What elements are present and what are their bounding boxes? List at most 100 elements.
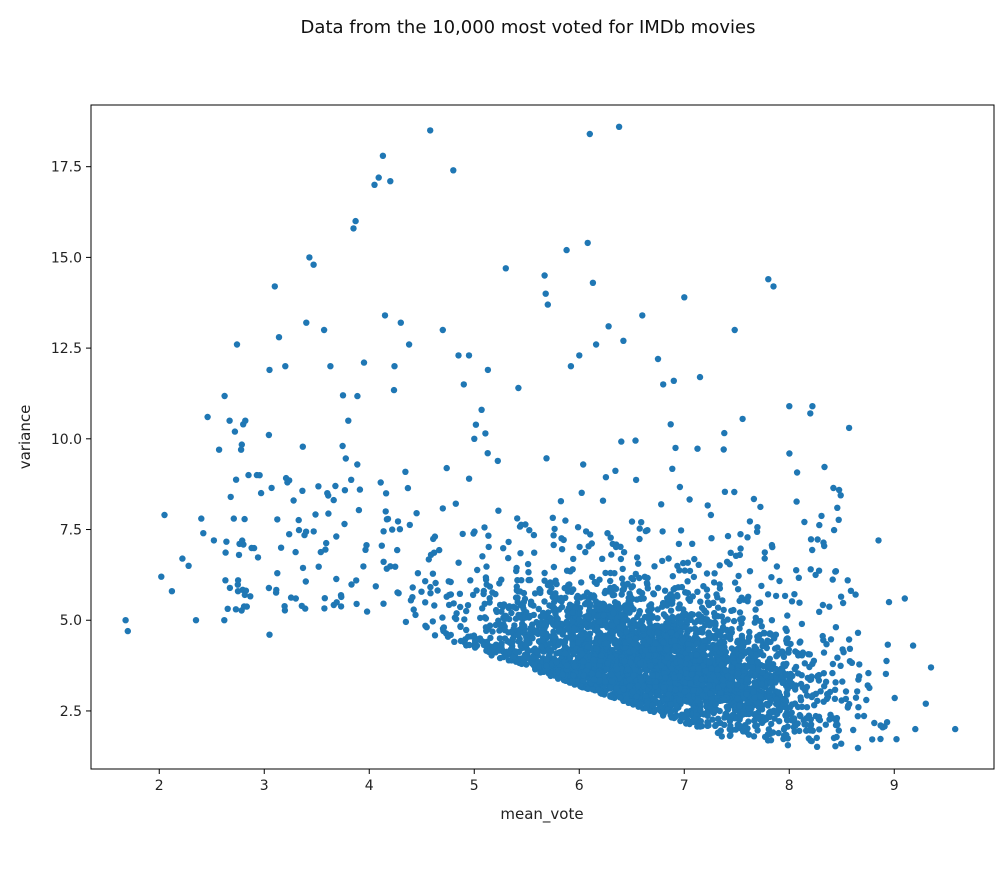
scatter-point [410,606,417,613]
scatter-point [540,613,547,620]
scatter-point [768,541,776,549]
scatter-point [694,445,701,452]
scatter-point [752,606,759,613]
scatter-point [750,733,758,740]
scatter-point [450,167,457,174]
scatter-point [754,633,761,640]
scatter-point [333,533,340,540]
scatter-point [750,495,758,503]
scatter-point [636,574,643,582]
x-tick-label: 7 [680,778,689,794]
scatter-point [565,581,572,589]
scatter-point [667,709,674,716]
scatter-point [569,566,576,573]
scatter-point [221,617,228,624]
scatter-point [840,649,847,656]
scatter-point [773,653,780,660]
scatter-point [496,580,503,587]
scatter-point [776,718,783,725]
y-axis-label: variance [16,405,34,470]
scatter-point [669,573,676,580]
scatter-point [378,542,385,549]
scatter-point [479,553,486,560]
scatter-point [745,705,753,712]
scatter-point [382,508,389,515]
scatter-point [663,632,670,640]
scatter-point [680,559,687,567]
scatter-point [363,542,370,549]
scatter-point [845,702,852,709]
scatter-point [774,676,781,684]
scatter-point [815,713,823,720]
scatter-point [786,403,793,410]
scatter-point [548,618,555,625]
scatter-point [834,721,841,728]
scatter-point [485,532,492,539]
scatter-point [518,577,525,584]
scatter-point [834,504,841,511]
scatter-point [912,725,919,733]
scatter-point [604,660,611,667]
scatter-point [754,727,761,734]
scatter-point [865,669,872,677]
scatter-point [726,681,733,689]
scatter-point [632,476,640,484]
scatter-point [633,596,641,603]
scatter-point [517,550,524,557]
scatter-point [481,600,488,607]
scatter-point [551,633,558,640]
scatter-point [891,694,898,702]
scatter-point [394,589,401,596]
scatter-point [356,486,364,493]
scatter-point [623,628,630,636]
scatter-point [660,611,668,618]
scatter-point [404,484,412,492]
scatter-point [602,474,610,481]
scatter-point [557,498,565,505]
scatter-point [612,543,620,551]
scatter-point [697,718,704,725]
scatter-point [215,446,223,453]
scatter-point [380,528,387,535]
scatter-point [798,672,805,679]
scatter-point [541,569,548,577]
scatter-point [706,659,713,666]
scatter-point [494,457,501,465]
scatter-point [822,721,829,728]
scatter-point [659,557,666,565]
scatter-point [552,577,559,584]
scatter-point [480,590,487,598]
scatter-point [768,574,775,581]
scatter-point [784,735,791,742]
scatter-point [390,386,398,394]
scatter-point [520,659,528,666]
scatter-point [210,537,218,544]
scatter-point [497,621,504,629]
scatter-point [738,653,745,660]
scatter-point [232,606,240,613]
scatter-point [383,565,390,572]
scatter-point [461,616,468,623]
scatter-point [772,665,780,673]
scatter-point [599,497,607,504]
scatter-point [664,623,671,631]
x-tick-label: 8 [785,778,794,794]
scatter-point [607,577,614,585]
scatter-point [877,735,884,743]
scatter-point [431,533,439,540]
scatter-point [559,671,566,678]
scatter-point [792,722,799,729]
scatter-point [683,655,691,662]
scatter-point [707,511,715,519]
scatter-point [732,552,740,559]
scatter-point [643,579,651,586]
scatter-point [696,656,703,664]
scatter-point [541,577,548,584]
scatter-point [591,676,598,683]
scatter-point [734,694,741,702]
scatter-point [671,674,678,681]
scatter-point [708,535,715,542]
scatter-point [721,429,728,437]
scatter-point [608,551,615,558]
scatter-point [158,573,165,580]
